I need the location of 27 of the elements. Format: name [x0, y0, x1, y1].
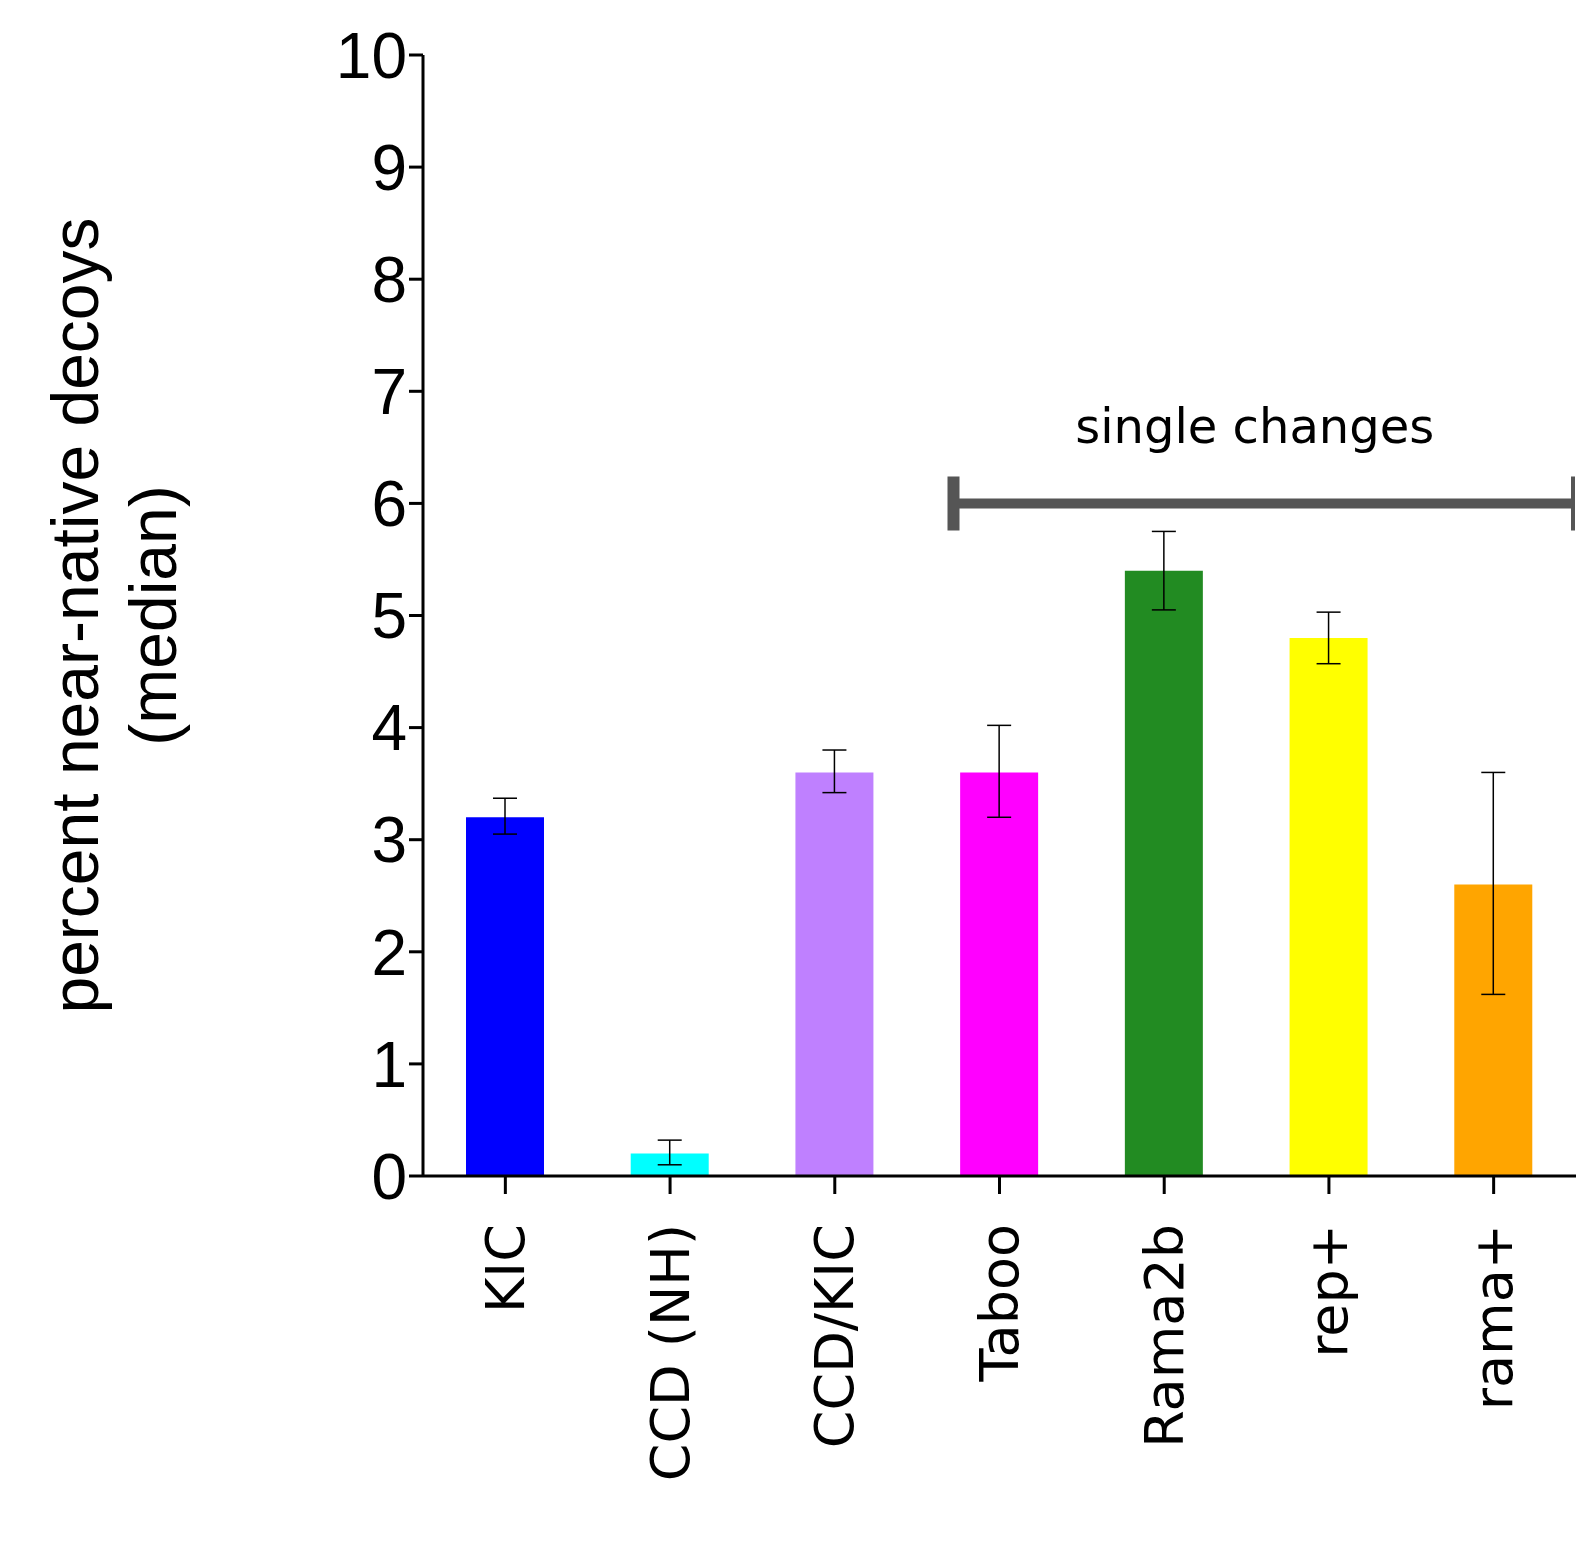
- y-tick-label: 8: [371, 243, 407, 316]
- y-tick-label: 10: [335, 19, 407, 92]
- y-tick-label: 7: [371, 356, 407, 429]
- y-tick-label: 2: [371, 916, 407, 989]
- bar: [630, 1153, 709, 1176]
- annotation: single changes: [1075, 398, 1435, 455]
- y-tick-label: 6: [371, 468, 407, 541]
- y-tick-label: 1: [371, 1028, 407, 1101]
- x-tick-label: Taboo: [968, 1224, 1031, 1383]
- bar: [466, 817, 544, 1176]
- bar: [1289, 637, 1368, 1176]
- bar: [960, 772, 1039, 1176]
- y-tick-label: 0: [371, 1140, 407, 1213]
- y-tick-label: 4: [371, 692, 407, 765]
- bar: [795, 772, 874, 1176]
- x-tick-label: Rama2b: [1132, 1224, 1196, 1448]
- x-tick-label: KIC: [473, 1224, 537, 1314]
- y-tick-label: 9: [371, 131, 407, 204]
- y-tick-label: 5: [371, 580, 407, 653]
- y-tick-label: 3: [371, 804, 407, 877]
- bar: [1454, 884, 1533, 1176]
- x-tick-label: CCD/KIC: [803, 1224, 867, 1449]
- x-tick-label: rama+: [1462, 1224, 1526, 1411]
- x-tick-label: rep+: [1297, 1224, 1361, 1358]
- x-tick-label: CCD (NH): [638, 1224, 702, 1482]
- y-axis-title: percent near-native decoys (median): [38, 217, 190, 1014]
- bar: [1124, 570, 1203, 1176]
